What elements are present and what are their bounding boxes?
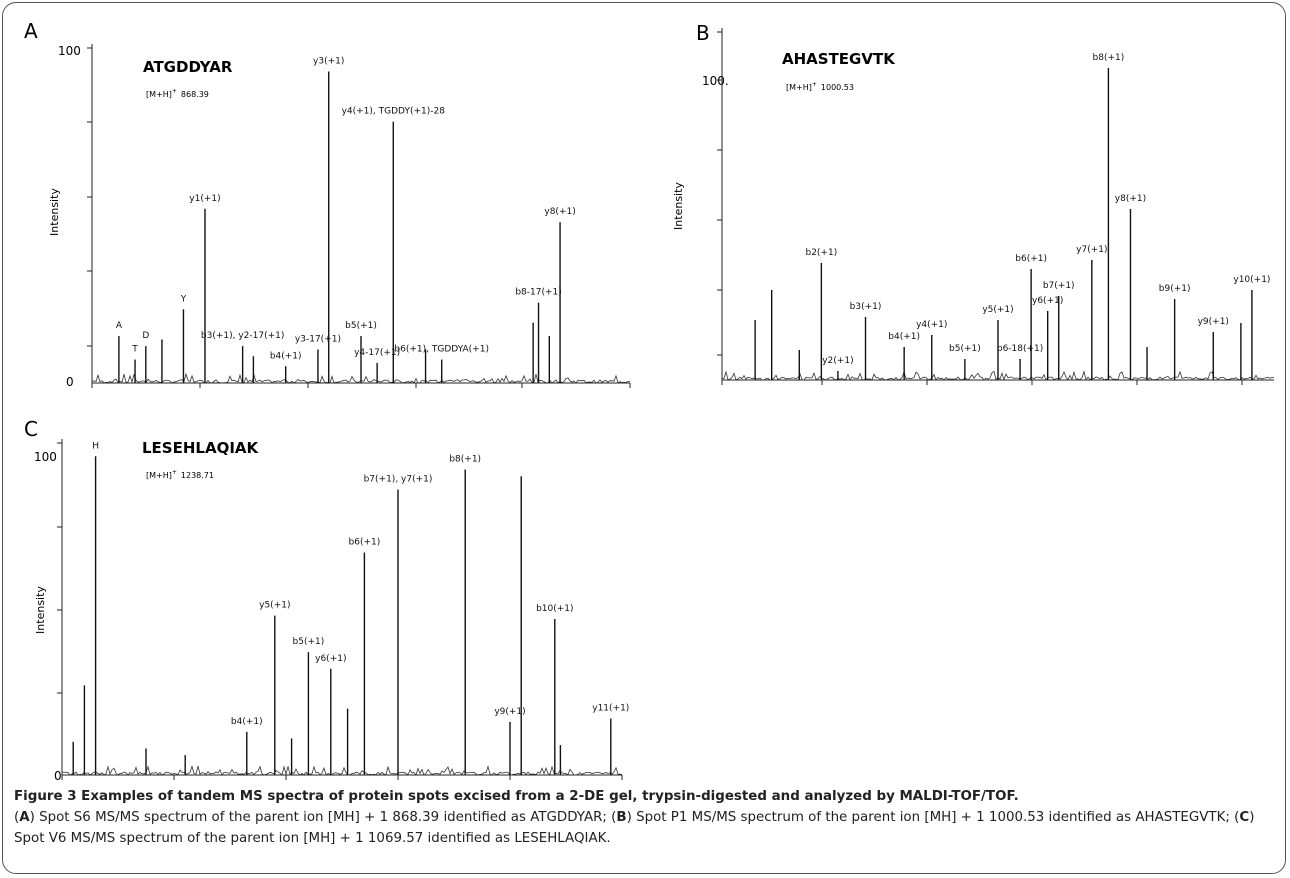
panel-b-peak-label: y5(+1) (982, 305, 1013, 315)
panel-a-peptide: ATGDDYAR (143, 58, 233, 76)
panel-c-peak-label: y9(+1) (494, 707, 525, 717)
panel-b-peak-label: y6(+1) (1032, 296, 1063, 306)
caption-c-text: ) Spot V6 MS/MS spectrum of the parent i… (14, 810, 1255, 846)
panel-c-peaks: Hb4(+1) y5(+1) b5(+1) y6(+1) b6(+1) b7(+1), y… (61, 441, 629, 776)
panel-c-peak-label: b4(+1) (231, 717, 263, 727)
panel-a-y-tick-100: 100 (58, 44, 81, 58)
panel-b-peak-label: y8(+1) (1115, 194, 1146, 204)
panel-a-y-tick-0: 0 (66, 375, 74, 389)
panel-a-peak-label: y3(+1) (313, 56, 344, 66)
panel-a-peak-label: b3(+1), y2-17(+1) (201, 331, 285, 341)
caption-b-text: ) Spot P1 MS/MS spectrum of the parent i… (626, 810, 1240, 825)
panel-a-peak-label: y1(+1) (189, 194, 220, 204)
panel-a-peak-label: y8(+1) (544, 207, 575, 217)
caption-body: (A) Spot S6 MS/MS spectrum of the parent… (14, 810, 1255, 846)
caption-c-letter: C (1239, 810, 1250, 825)
panel-b-peak-label: b3(+1) (850, 302, 882, 312)
caption-b-letter: B (616, 810, 627, 825)
panel-c-mh: [M+H]+ 1238.71 (146, 469, 214, 480)
panel-b: B AHASTEGVTK [M+H]+ 1000.53 Intensity 100… (672, 21, 1275, 385)
panel-a-peak-label: b4(+1) (270, 351, 302, 361)
panel-b-peak-label: b5(+1) (949, 344, 981, 354)
panel-c-peak-label: b7(+1), y7(+1) (364, 474, 433, 484)
panel-a-baseline-noise (91, 372, 630, 384)
panel-b-peak-label: b6-18(+1) (997, 344, 1043, 354)
panel-b-peak-label: b7(+1) (1043, 281, 1075, 291)
panel-a-peaks: A TD Yy1(+1) b3(+1), y2-17(+1) b4(+1) y3-17(+… (91, 56, 630, 384)
panel-c-letter: C (24, 417, 38, 441)
panel-b-y-tick-100: 100. (702, 74, 729, 88)
panel-b-peak-label: y7(+1) (1076, 245, 1107, 255)
panel-b-letter: B (696, 21, 710, 45)
panel-a-peak-label: y4-17(+1) (354, 348, 400, 358)
panel-b-baseline-noise (721, 370, 1275, 381)
panel-a-peak-label: y4(+1), TGDDY(+1)-28 (342, 107, 446, 117)
panel-c-peak-label: b5(+1) (293, 637, 325, 647)
panel-b-y-label: Intensity (672, 182, 685, 230)
panel-a-peak-label: b5(+1) (345, 321, 377, 331)
panel-a: A ATGDDYAR [M+H]+ 868.39 Intensity 100 0 … (24, 19, 631, 389)
panel-a-peak-label: y3-17(+1) (295, 335, 341, 345)
panel-b-peptide: AHASTEGVTK (782, 50, 896, 68)
panel-c-peak-label: b6(+1) (349, 538, 381, 548)
panel-b-peak-label: y4(+1) (916, 320, 947, 330)
caption-a-text: ) Spot S6 MS/MS spectrum of the parent i… (29, 810, 617, 825)
panel-a-peak-label: Y (180, 294, 187, 304)
panel-c-peptide: LESEHLAQIAK (142, 439, 260, 457)
panel-c: C LESEHLAQIAK [M+H]+ 1238.71 Intensity 10… (24, 417, 629, 783)
panel-c-peak-label: y11(+1) (592, 704, 629, 714)
caption-title: Figure 3 Examples of tandem MS spectra o… (14, 789, 1019, 804)
panel-c-peak-label: y6(+1) (315, 654, 346, 664)
panel-a-peak-label: T (131, 345, 138, 355)
panel-b-axes (717, 28, 1274, 385)
panel-b-peak-label: b2(+1) (805, 248, 837, 258)
panel-c-y-tick-0: 0 (54, 769, 62, 783)
panel-c-baseline-noise (61, 765, 623, 776)
panel-b-peak-label: y10(+1) (1233, 275, 1270, 285)
panel-c-axes (57, 439, 623, 780)
panel-c-peak-label: H (92, 441, 99, 451)
panel-b-peak-label: b4(+1) (888, 332, 920, 342)
panel-a-mh: [M+H]+ 868.39 (146, 88, 209, 99)
panel-b-peaks: b2(+1) y2(+1) b3(+1) b4(+1) y4(+1) b5(+1) y5(+… (721, 53, 1275, 381)
panel-b-peak-label: b6(+1) (1015, 254, 1047, 264)
panel-b-peak-label: y2(+1) (822, 356, 853, 366)
panel-a-peak-label: b8-17(+1) (515, 288, 561, 298)
panel-a-y-label: Intensity (48, 188, 61, 236)
panel-b-mh: [M+H]+ 1000.53 (786, 81, 854, 92)
panel-a-letter: A (24, 19, 38, 43)
panel-c-y-tick-100: 100 (34, 450, 57, 464)
caption-a-letter: A (19, 810, 30, 825)
panel-b-peak-label: b9(+1) (1159, 284, 1191, 294)
panel-c-y-label: Intensity (34, 586, 47, 634)
panel-c-peak-label: b8(+1) (449, 455, 481, 465)
panel-c-peak-label: b10(+1) (536, 604, 573, 614)
panel-c-peak-label: y5(+1) (259, 601, 290, 611)
figure-caption: Figure 3 Examples of tandem MS spectra o… (14, 786, 1276, 849)
panel-b-peak-label: y9(+1) (1198, 317, 1229, 327)
panel-a-peak-label: A (116, 321, 123, 331)
panel-a-peak-label: b6(+1), TGDDYA(+1) (394, 345, 489, 355)
panel-a-peak-label: D (142, 331, 149, 341)
panel-b-peak-label: b8(+1) (1093, 53, 1125, 63)
